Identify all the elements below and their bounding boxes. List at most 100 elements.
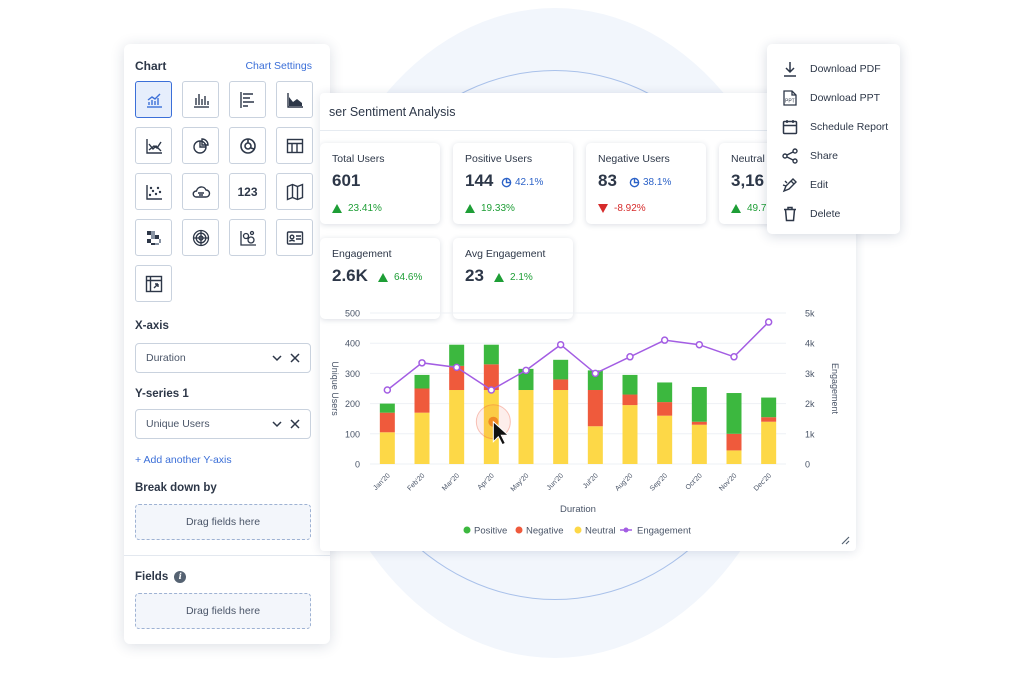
kpi-delta-value: -8.92% [614,203,646,214]
x-tick-label: Sep'20 [649,472,669,492]
kpi-total-users[interactable]: Total Users 601 23.41% [320,143,440,224]
kpi-label: Negative Users [598,153,670,165]
trend-up-icon [731,204,741,213]
legend-label: Neutral [585,526,616,537]
bar-positive [518,368,534,391]
kpi-label: Engagement [332,248,392,260]
info-icon[interactable]: i [174,571,187,583]
menu-item-schedule-report[interactable]: Schedule Report [767,112,900,141]
chevron-down-icon[interactable] [271,352,283,364]
radar-icon [192,229,209,246]
ppt-icon: PPT [783,89,797,106]
chart-type-area[interactable] [276,81,313,118]
add-y-axis-link[interactable]: + Add another Y-axis [135,454,232,466]
bar-neutral [726,450,742,464]
menu-item-label: Edit [810,178,829,191]
chart-type-number[interactable]: 123 [229,173,266,210]
fields-dropzone[interactable]: Drag fields here [135,593,311,629]
resize-handle-icon[interactable] [838,533,850,545]
x-tick-label: Aug'20 [614,472,634,492]
xaxis-value: Duration [146,352,186,364]
kpi-delta-value: 19.33% [481,203,515,214]
calendar-icon [782,119,798,134]
bar-negative [414,388,430,413]
trend-up-icon [494,273,504,282]
kpi-avg-engagement[interactable]: Avg Engagement 23 2.1% [453,238,573,319]
trend-up-icon [465,204,475,213]
yseries-label: Y-series 1 [135,388,189,400]
kpi-negative-users[interactable]: Negative Users 83 38.1% -8.92% [586,143,706,224]
kpi-label: Avg Engagement [465,248,546,260]
x-tick-label: Jul'20 [582,472,600,490]
kpi-delta: 19.33% [465,203,515,214]
panel-title: Chart [135,59,167,73]
chart-type-pie[interactable] [182,127,219,164]
x-tick-label: Apr'20 [477,472,496,491]
trend-line-icon [145,138,162,154]
bar-chart-icon [193,93,209,108]
card-title: ser Sentiment Analysis [329,105,456,119]
bar-positive [553,359,569,380]
legend-label: Negative [526,526,564,537]
x-tick-label: May'20 [510,472,531,493]
bar-negative [726,433,742,451]
bar-neutral [483,390,499,464]
horizontal-bar-icon [239,91,254,108]
chart-type-bar[interactable] [182,81,219,118]
sentiment-chart[interactable]: 0 100 200 300 400 500 0 1k 2k 3k 4k 5k Unique Users E… [320,93,856,551]
breakdown-dropzone[interactable]: Drag fields here [135,504,311,540]
x-tick-label: Jan'20 [372,472,391,491]
chart-type-table[interactable] [276,127,313,164]
chart-type-line-bar[interactable] [135,81,172,118]
kpi-value: 83 [598,171,617,190]
card-icon [286,230,303,245]
x-tick-label: Oct'20 [685,472,704,491]
engagement-point [695,340,704,349]
chart-type-heatmap[interactable] [135,219,172,256]
yseries-select[interactable]: Unique Users [135,409,311,439]
bar-neutral [414,412,430,464]
x-tick-label: Jun'20 [546,472,565,491]
menu-item-edit[interactable]: Edit [767,170,900,199]
chart-type-pivot[interactable] [135,265,172,302]
chart-type-bubble[interactable] [229,219,266,256]
pivot-icon [145,275,162,292]
chart-settings-link[interactable]: Chart Settings [245,60,312,72]
menu-item-download-pdf[interactable]: Download PDF [767,54,900,83]
bar-neutral [587,426,603,464]
legend-swatch [515,526,523,534]
download-icon [784,61,796,77]
kpi-positive-users[interactable]: Positive Users 144 42.1% 19.33% [453,143,573,224]
bar-negative [553,379,569,391]
chart-type-trend[interactable] [135,127,172,164]
chart-type-cloud[interactable] [182,173,219,210]
table-icon [286,138,303,153]
bar-neutral [657,415,673,464]
kpi-label: Total Users [332,153,385,165]
pie-chart-icon [192,137,209,154]
chevron-down-icon[interactable] [271,418,283,430]
engagement-point [556,340,565,349]
bar-negative [657,402,673,416]
y2-tick-label: 0 [805,460,810,470]
clear-icon[interactable] [289,418,301,430]
kpi-engagement[interactable]: Engagement 2.6K 64.6% [320,238,440,319]
clear-icon[interactable] [289,352,301,364]
y2-axis-title: Engagement [830,363,840,415]
menu-item-download-ppt[interactable]: PPT Download PPT [767,83,900,112]
chart-type-radar[interactable] [182,219,219,256]
xaxis-select[interactable]: Duration [135,343,311,373]
bar-positive [449,344,465,366]
chart-type-scatter[interactable] [135,173,172,210]
legend-swatch [463,526,471,534]
chart-type-horizontal-bar[interactable] [229,81,266,118]
chart-type-card[interactable] [276,219,313,256]
bar-neutral [622,405,638,464]
engagement-point [591,369,600,378]
menu-item-share[interactable]: Share [767,141,900,170]
bar-neutral [761,421,777,464]
chart-type-map[interactable] [276,173,313,210]
chart-type-donut[interactable] [229,127,266,164]
menu-item-delete[interactable]: Delete [767,199,900,228]
kpi-value: 3,16 [731,171,765,190]
